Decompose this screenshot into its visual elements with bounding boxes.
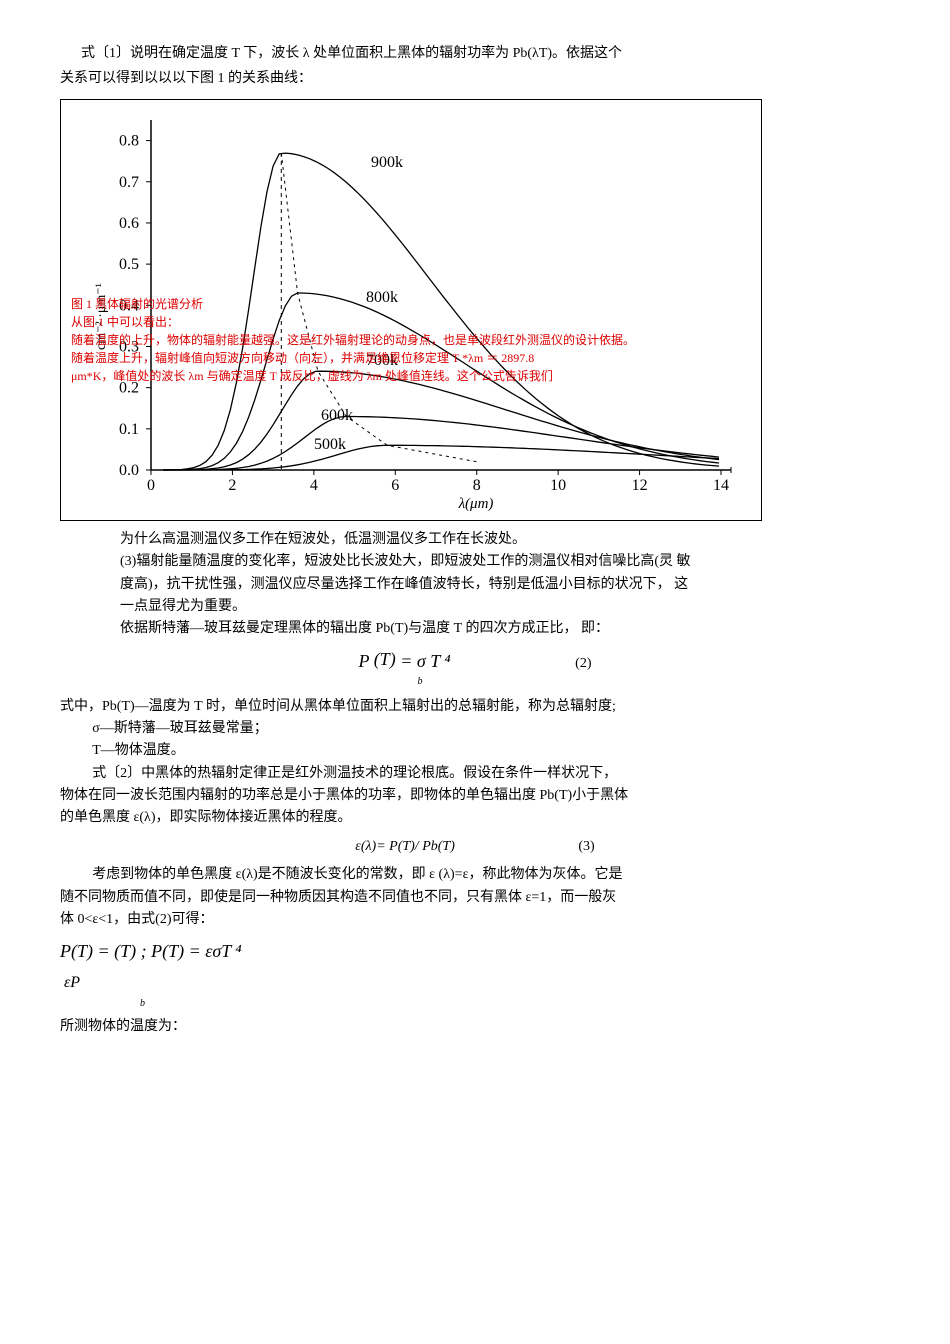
svg-text:0.6: 0.6 [119,215,139,232]
red-overlay-block: 图 1 黑体辐射的光谱分析 从图 1 中可以看出： 随着温度的上升，物体的辐射能… [71,295,751,385]
svg-text:12: 12 [632,477,648,494]
svg-text:4: 4 [310,477,318,494]
body-p5c: 的单色黑度 ε(λ)，即实际物体接近黑体的程度。 [60,807,890,829]
svg-text:0.0: 0.0 [119,462,139,479]
red-caption-1: 图 1 黑体辐射的光谱分析 [71,295,751,313]
body-p6a: 考虑到物体的单色黑度 ε(λ)是不随波长变化的常数，即 ε (λ)=ε，称此物体… [92,864,890,886]
body-p6b: 随不同物质而值不同，即使是同一种物质因其构造不同值也不同，只有黑体 ε=1，而一… [60,887,890,909]
formula-4: P(T) = (T) ; P(T) = εσT ⁴ [60,937,890,966]
body-p1: 为什么高温测温仪多工作在短波处，低温测温仪多工作在长波处。 [120,529,890,551]
figure-1-chart: 0.00.10.20.30.40.50.60.70.802468101214λ(… [60,99,762,521]
svg-text:14: 14 [713,477,729,494]
f2-sub: b [0,674,890,690]
curve-label: 600k [321,403,353,429]
red-caption-2: 从图 1 中可以看出： [71,313,751,331]
formula-4b: εP [64,970,890,996]
f2-paren: (T) [374,649,396,669]
intro-line-2: 关系可以得到以以以下图 1 的关系曲线： [60,68,890,90]
body-p5b: 物体在同一波长范围内辐射的功率总是小于黑体的功率，即物体的单色辐出度 Pb(T)… [60,785,890,807]
svg-text:2: 2 [228,477,236,494]
f2-P: P [359,651,370,671]
body-p3: 依据斯特藩—玻耳兹曼定理黑体的辐出度 Pb(T)与温度 T 的四次方成正比， 即… [120,618,890,640]
body-p2a: (3)辐射能量随温度的变化率，短波处比长波处大，即短波处工作的测温仪相对信噪比高… [120,551,890,573]
svg-text:0.1: 0.1 [119,421,139,438]
body-p2b: 度高)，抗干扰性强，测温仪应尽量选择工作在峰值波特长，特别是低温小目标的状况下，… [120,574,890,596]
body-p5a: 式〔2〕中黑体的热辐射定律正是红外测温技术的理论根底。假设在条件一样状况下， [92,763,890,785]
svg-text:0.5: 0.5 [119,256,139,273]
body-p6c: 体 0<ε<1，由式(2)可得： [60,909,890,931]
f3-expr: ε(λ)= P(T)/ Pb(T) [355,839,455,854]
svg-text:0.8: 0.8 [119,132,139,149]
svg-text:10: 10 [550,477,566,494]
body-p4a: 式中，Pb(T)―温度为 T 时，单位时间从黑体单位面积上辐射出的总辐射能，称为… [60,696,890,718]
red-caption-5: μm*K，峰值处的波长 λm 与确定温度 T 成反比，虚线为 λm 处峰值连线。… [71,367,751,385]
formula-3: ε(λ)= P(T)/ Pb(T) (3) [60,836,890,858]
f2-right: = σ T ⁴ [400,651,450,671]
svg-text:6: 6 [391,477,399,494]
f3-num: (3) [578,839,594,854]
formula-2: P (T) = σ T ⁴ (2) b [60,647,890,690]
intro-line-1: 式〔1〕说明在确定温度 T 下，波长 λ 处单位面积上黑体的辐射功率为 Pb(λ… [60,43,890,65]
svg-text:λ(μm): λ(μm) [458,496,494,512]
body-p7: 所测物体的温度为： [60,1016,890,1038]
body-p4c: T―物体温度。 [92,740,890,762]
body-p2c: 一点显得尤为重要。 [120,596,890,618]
svg-text:8: 8 [473,477,481,494]
curve-label: 900k [371,150,403,176]
body-p4b: σ―斯特藩―玻耳兹曼常量； [92,718,890,740]
svg-text:0.7: 0.7 [119,174,139,191]
curve-label: 500k [314,432,346,458]
svg-text:0: 0 [147,477,155,494]
f2-num: (2) [575,656,591,671]
red-caption-3: 随着温度的上升，物体的辐射能量越强。这是红外辐射理论的动身点，也是单波段红外测温… [71,331,751,349]
red-caption-4: 随着温度上升，辐射峰值向短波方向移动（向左），并满足维恩位移定理 T *λm ＝… [71,349,751,367]
formula-4-sub: b [140,996,890,1012]
